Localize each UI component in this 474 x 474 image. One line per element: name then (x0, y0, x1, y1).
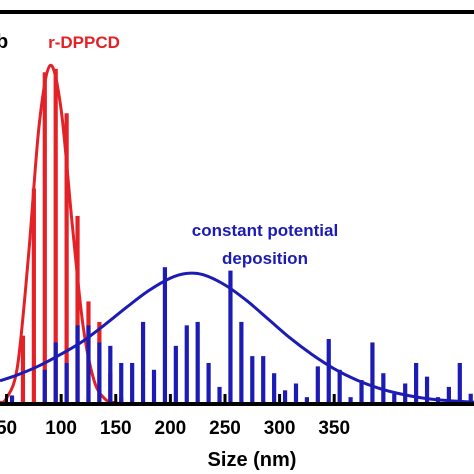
bar-constant-potential-deposition-175 (140, 321, 146, 404)
bar-constant-potential-deposition-55 (9, 395, 15, 404)
fit-curve-constant-potential-deposition (0, 271, 474, 404)
series-label-r-dppcd: r-DPPCD (48, 33, 120, 52)
bar-constant-potential-deposition-375 (359, 380, 364, 404)
x-tick-label-100: 100 (45, 418, 77, 439)
bar-constant-potential-deposition-155 (119, 362, 124, 404)
bar-constant-potential-deposition-225 (195, 321, 200, 404)
bar-constant-potential-deposition-235 (206, 362, 211, 404)
bar-constant-potential-deposition-125 (86, 325, 91, 404)
bar-constant-potential-deposition-465 (457, 362, 462, 404)
x-tick-label-300: 300 (264, 418, 296, 439)
bar-constant-potential-deposition-295 (272, 373, 277, 404)
bar-constant-potential-deposition-85 (42, 369, 47, 404)
bar-r-dppcd-85 (42, 72, 47, 404)
bar-constant-potential-deposition-95 (53, 342, 58, 404)
panel-label: b (0, 31, 8, 53)
bar-constant-potential-deposition-325 (304, 397, 309, 404)
bar-constant-potential-deposition-355 (337, 369, 342, 404)
bar-constant-potential-deposition-365 (348, 397, 353, 404)
bar-r-dppcd-95 (53, 68, 58, 404)
bar-constant-potential-deposition-265 (239, 321, 244, 404)
fit-curve-r-dppcd (0, 63, 138, 406)
x-ticks: 50 100 150 200 250 300 350 (0, 394, 350, 439)
x-tick-label-150: 150 (100, 418, 132, 439)
bar-constant-potential-deposition-195 (162, 267, 168, 404)
bar-constant-potential-deposition-115 (75, 325, 80, 404)
bar-constant-potential-deposition-345 (326, 339, 331, 404)
bar-constant-potential-deposition-185 (151, 369, 157, 404)
bar-constant-potential-deposition-475 (468, 393, 473, 404)
plot-area (0, 63, 474, 406)
bar-constant-potential-deposition-275 (250, 356, 255, 404)
bar-constant-potential-deposition-455 (446, 386, 451, 404)
axes: 50 100 150 200 250 300 350 (0, 10, 474, 439)
x-tick-label-250: 250 (209, 418, 241, 439)
bar-r-dppcd-115 (75, 215, 80, 404)
bar-r-dppcd-65 (20, 335, 26, 404)
series-constant-potential-deposition (0, 267, 474, 404)
x-axis-label: Size (nm) (208, 449, 297, 471)
bar-constant-potential-deposition-315 (293, 383, 299, 404)
x-tick-label-50: 50 (0, 418, 17, 439)
bar-constant-potential-deposition-385 (370, 342, 375, 404)
series-label-constant-potential-line-2: deposition (222, 249, 308, 268)
series-r-dppcd (0, 63, 138, 406)
bar-constant-potential-deposition-205 (173, 345, 178, 404)
bar-constant-potential-deposition-165 (130, 362, 135, 404)
bar-constant-potential-deposition-305 (282, 390, 288, 404)
bar-constant-potential-deposition-245 (217, 386, 222, 404)
bar-constant-potential-deposition-255 (228, 270, 233, 404)
bar-constant-potential-deposition-435 (424, 376, 430, 404)
x-tick-label-350: 350 (318, 418, 350, 439)
bar-constant-potential-deposition-405 (392, 393, 397, 404)
bar-constant-potential-deposition-105 (64, 362, 69, 404)
bar-r-dppcd-75 (31, 188, 36, 404)
bar-constant-potential-deposition-285 (261, 356, 266, 404)
series-label-constant-potential-line-1: constant potential (192, 221, 338, 240)
bar-r-dppcd-105 (64, 113, 69, 405)
bar-constant-potential-deposition-135 (97, 342, 102, 404)
bar-constant-potential-deposition-335 (315, 366, 320, 404)
x-tick-label-200: 200 (155, 418, 187, 439)
bar-constant-potential-deposition-145 (108, 345, 113, 404)
bar-constant-potential-deposition-425 (414, 362, 419, 404)
bar-constant-potential-deposition-215 (184, 325, 189, 404)
